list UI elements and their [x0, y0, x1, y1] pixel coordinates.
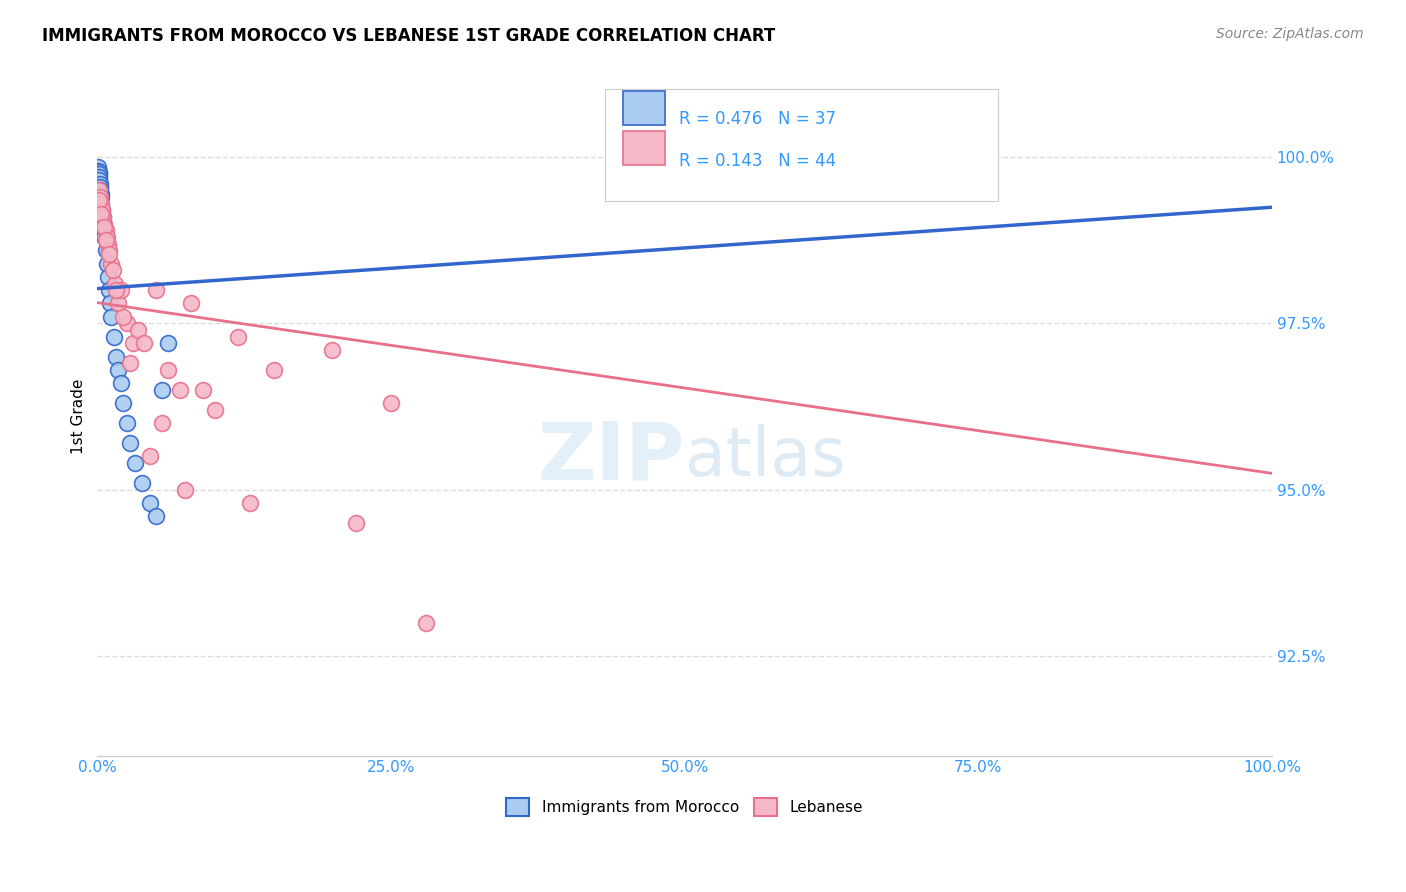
Point [321, 343, 343, 357]
Point [105, 350, 128, 364]
Point [97, 236, 120, 251]
Point [89, 190, 111, 204]
Point [97, 269, 120, 284]
Point [97, 246, 120, 260]
Point [174, 483, 197, 497]
Point [120, 436, 142, 450]
Text: atlas: atlas [685, 425, 845, 491]
Point [93, 217, 115, 231]
Point [127, 323, 149, 337]
Point [124, 456, 146, 470]
Point [139, 450, 162, 464]
Point [110, 283, 132, 297]
Point [91, 203, 114, 218]
Point [96, 233, 118, 247]
Text: IMMIGRANTS FROM MOROCCO VS LEBANESE 1ST GRADE CORRELATION CHART: IMMIGRANTS FROM MOROCCO VS LEBANESE 1ST … [42, 27, 776, 45]
Point [90, 196, 112, 211]
Point [134, 336, 156, 351]
Point [96, 230, 118, 244]
Point [87, 194, 110, 208]
Point [150, 416, 173, 430]
Point [105, 283, 128, 297]
Point [91, 210, 114, 224]
Text: R = 0.143   N = 44: R = 0.143 N = 44 [679, 152, 837, 169]
Point [94, 223, 117, 237]
Point [380, 396, 402, 410]
Point [89, 184, 111, 198]
Point [204, 402, 226, 417]
Point [87, 165, 110, 179]
Point [89, 180, 111, 194]
Point [90, 190, 112, 204]
Point [91, 210, 114, 224]
Text: R = 0.476   N = 37: R = 0.476 N = 37 [679, 110, 837, 128]
Point [87, 170, 110, 185]
Point [93, 230, 115, 244]
Point [112, 310, 135, 324]
Point [239, 496, 262, 510]
Point [112, 396, 135, 410]
Point [156, 336, 179, 351]
Point [103, 329, 125, 343]
Point [107, 363, 129, 377]
Point [415, 615, 437, 630]
Point [98, 283, 121, 297]
Point [191, 383, 214, 397]
Point [145, 283, 167, 297]
Point [121, 336, 143, 351]
Point [90, 196, 112, 211]
Point [100, 257, 122, 271]
Point [90, 207, 112, 221]
Point [107, 296, 129, 310]
Point [101, 263, 124, 277]
Point [89, 173, 111, 187]
Point [139, 496, 162, 510]
Point [967, 144, 990, 158]
Point [87, 167, 110, 181]
Point [91, 217, 114, 231]
Point [96, 257, 118, 271]
Point [94, 244, 117, 258]
Legend: Immigrants from Morocco, Lebanese: Immigrants from Morocco, Lebanese [501, 792, 869, 822]
Point [98, 296, 121, 310]
Point [180, 296, 202, 310]
Y-axis label: 1st Grade: 1st Grade [72, 379, 86, 454]
Point [87, 163, 110, 178]
Point [115, 317, 138, 331]
Point [156, 363, 179, 377]
Point [104, 277, 127, 291]
Point [150, 383, 173, 397]
Point [93, 220, 115, 235]
Point [89, 177, 111, 191]
Point [93, 223, 115, 237]
Point [90, 186, 112, 201]
Point [226, 329, 249, 343]
Point [87, 184, 110, 198]
Point [98, 244, 121, 258]
Text: Source: ZipAtlas.com: Source: ZipAtlas.com [1216, 27, 1364, 41]
Point [131, 475, 153, 490]
Point [91, 203, 114, 218]
Point [120, 356, 142, 370]
Point [263, 363, 285, 377]
Point [87, 160, 110, 174]
Point [100, 310, 122, 324]
Point [862, 144, 884, 158]
Point [169, 383, 191, 397]
Point [110, 376, 132, 391]
Point [115, 416, 138, 430]
Point [145, 509, 167, 524]
Text: ZIP: ZIP [537, 418, 685, 496]
Point [344, 516, 367, 530]
